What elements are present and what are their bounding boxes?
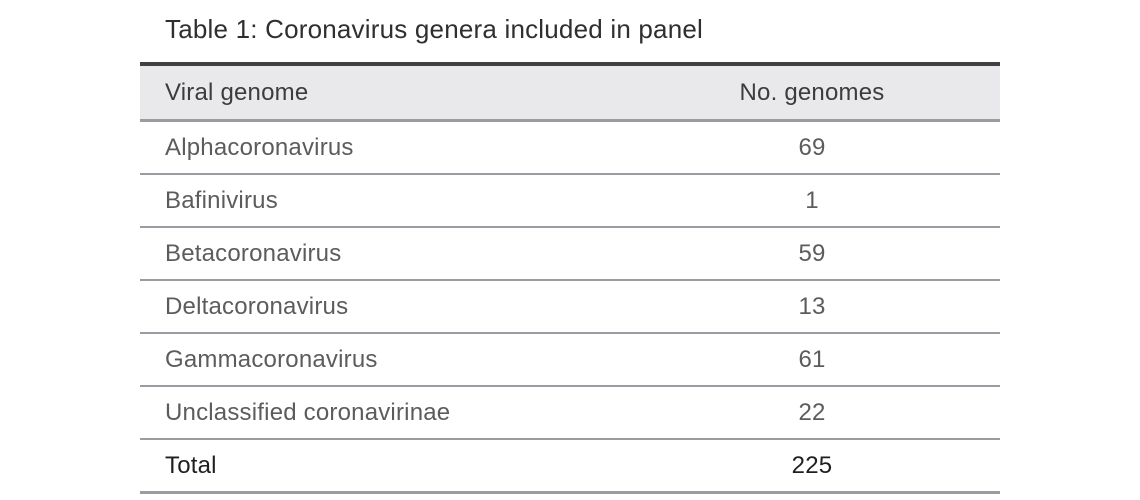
genus-cell: Bafinivirus bbox=[140, 174, 624, 228]
genus-cell: Alphacoronavirus bbox=[140, 120, 624, 175]
table-row: Deltacoronavirus 13 bbox=[140, 280, 1000, 334]
genus-cell: Unclassified coronavirinae bbox=[140, 386, 624, 440]
column-header-viral-genome: Viral genome bbox=[140, 64, 624, 122]
genera-table: Viral genome No. genomes Alphacoronaviru… bbox=[140, 62, 1000, 494]
table-header: Viral genome No. genomes bbox=[140, 64, 1000, 122]
count-cell: 13 bbox=[624, 280, 1000, 334]
genus-cell: Deltacoronavirus bbox=[140, 280, 624, 334]
count-cell: 69 bbox=[624, 120, 1000, 175]
header-row: Viral genome No. genomes bbox=[140, 64, 1000, 122]
table-row: Betacoronavirus 59 bbox=[140, 227, 1000, 281]
count-cell: 1 bbox=[624, 174, 1000, 228]
count-cell: 59 bbox=[624, 227, 1000, 281]
total-label-cell: Total bbox=[140, 439, 624, 493]
count-cell: 22 bbox=[624, 386, 1000, 440]
table-row: Bafinivirus 1 bbox=[140, 174, 1000, 228]
total-value-cell: 225 bbox=[624, 439, 1000, 493]
column-header-no-genomes: No. genomes bbox=[624, 64, 1000, 122]
table-title: Table 1: Coronavirus genera included in … bbox=[165, 14, 704, 44]
genus-cell: Gammacoronavirus bbox=[140, 333, 624, 387]
genus-cell: Betacoronavirus bbox=[140, 227, 624, 281]
table-body: Alphacoronavirus 69 Bafinivirus 1 Betaco… bbox=[140, 120, 1000, 493]
table-row: Gammacoronavirus 61 bbox=[140, 333, 1000, 387]
total-row: Total 225 bbox=[140, 439, 1000, 493]
table-row: Unclassified coronavirinae 22 bbox=[140, 386, 1000, 440]
count-cell: 61 bbox=[624, 333, 1000, 387]
table-row: Alphacoronavirus 69 bbox=[140, 120, 1000, 175]
table-block: Table 1: Coronavirus genera included in … bbox=[140, 0, 1000, 494]
